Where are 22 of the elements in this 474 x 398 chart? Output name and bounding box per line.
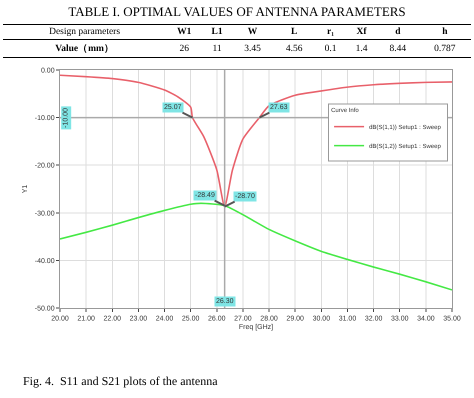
data-label: 8.44: [388, 42, 408, 56]
category-label: r₁: [326, 27, 334, 37]
caption: Fig. 4. S11 and S21 plots of the antenna: [23, 374, 218, 388]
data-label: 0.787: [433, 42, 457, 56]
category-label: W1: [177, 27, 192, 37]
data-label: 26: [178, 42, 190, 56]
data-label: 11: [212, 42, 223, 56]
category-label: d: [395, 27, 401, 37]
category-label: W: [248, 27, 258, 37]
data-label: 3.45: [243, 42, 262, 56]
text: TABLE I. OPTIMAL VALUES OF ANTENNA PARAMETERS: [67, 3, 407, 21]
category-label: L1: [212, 27, 223, 37]
line-series: [60, 202, 452, 291]
data-label: 4.56: [284, 42, 304, 56]
data-label: 0.1: [324, 42, 338, 56]
data-label: 1.4: [354, 42, 368, 56]
text: Value（mm）: [55, 44, 114, 54]
text: Design parameters: [3, 24, 166, 40]
category-label: Xf: [356, 27, 367, 37]
line-series: [60, 74, 452, 208]
category-label: h: [442, 27, 448, 37]
category-label: L: [291, 27, 298, 37]
